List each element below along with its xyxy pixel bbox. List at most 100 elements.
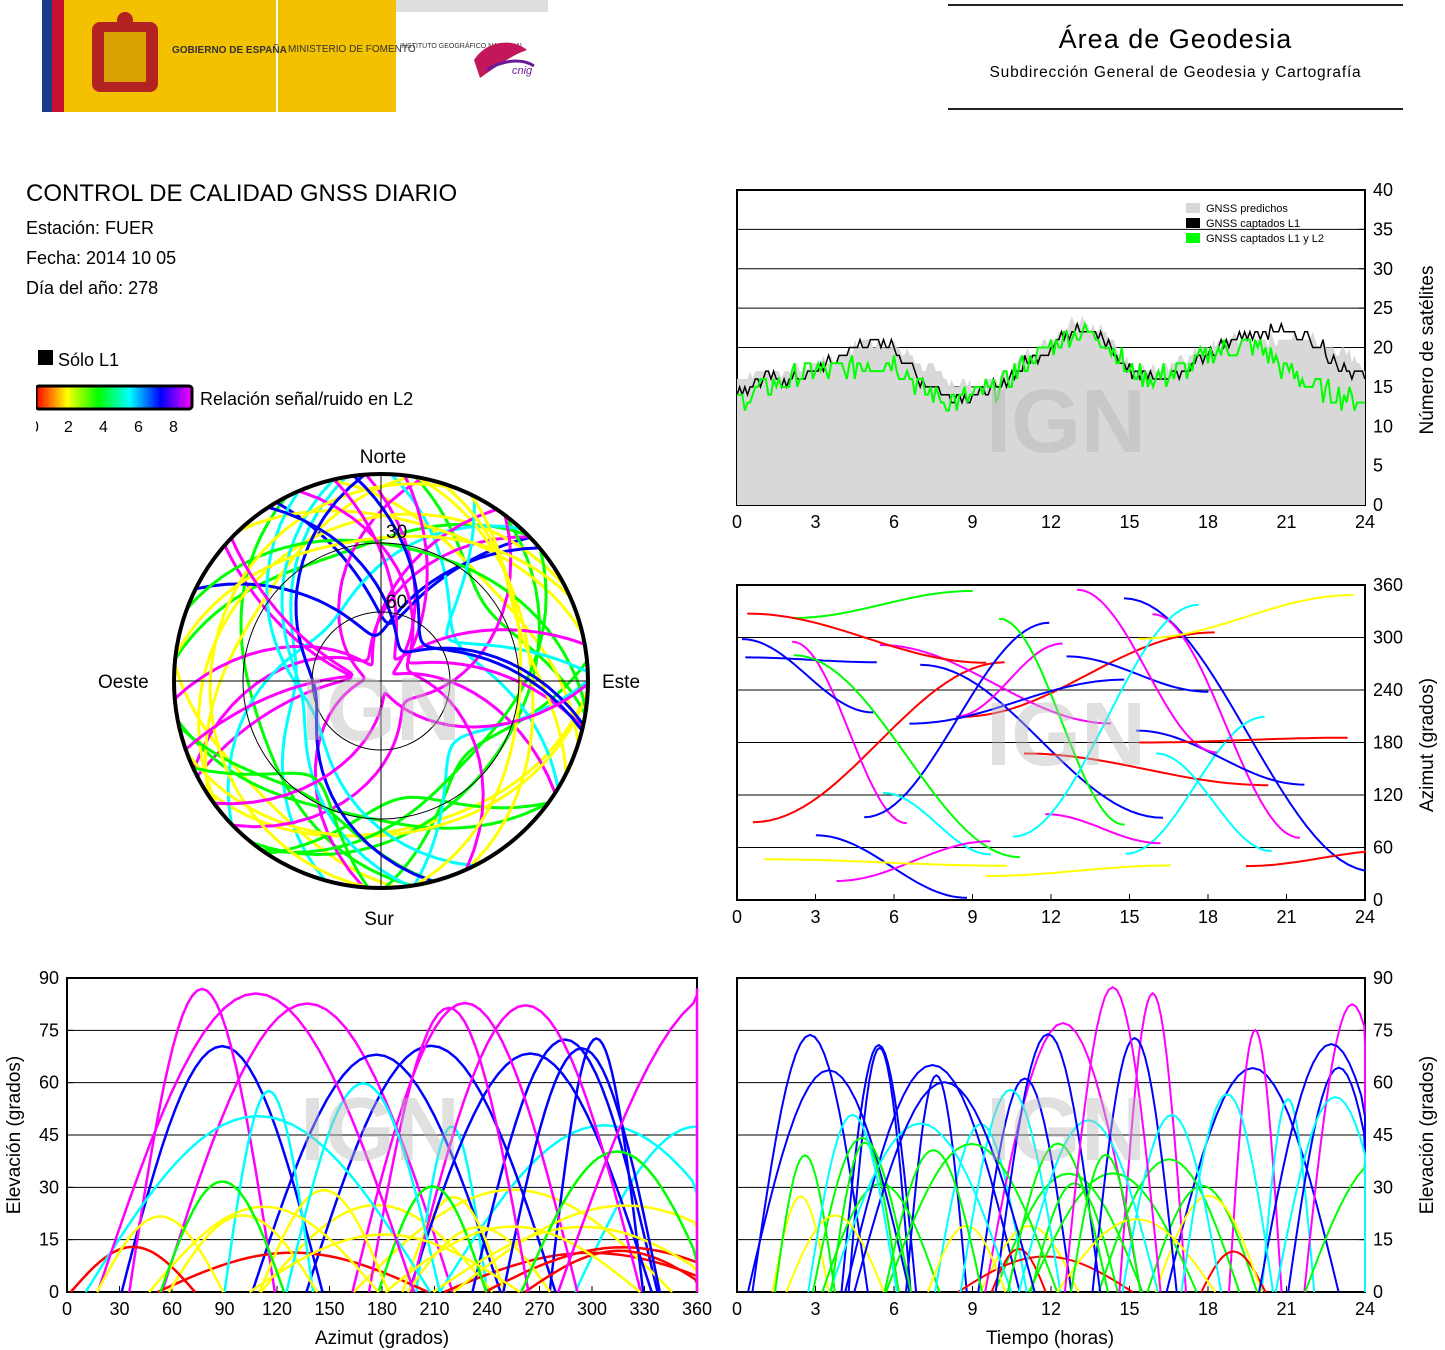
ea-grid: 0 15 30 45 60 75 90 0 30 60 90 120 150 180 210 240 270 30… xyxy=(39,968,712,1319)
az-track xyxy=(1156,752,1272,852)
satellite-count-chart: 0 5 10 15 20 25 30 35 40 0 3 6 9 12 15 18 21 24 IGN GNSS … xyxy=(732,180,1438,530)
x-tick-label: 150 xyxy=(314,1299,344,1319)
sky-west: Oeste xyxy=(98,672,149,693)
header-area: Área de Geodesia Subdirección General de… xyxy=(948,4,1403,112)
x-tick-label: 60 xyxy=(162,1299,182,1319)
sky-track xyxy=(226,524,522,825)
ea-track xyxy=(251,1053,502,1293)
snr-tick-6: 6 xyxy=(134,419,143,436)
day-of-year: Día del año: 278 xyxy=(26,278,159,298)
x-tick-label: 6 xyxy=(889,1299,899,1319)
ea-track xyxy=(352,1188,673,1293)
report-title: CONTROL DE CALIDAD GNSS DIARIO xyxy=(26,180,458,207)
et-track xyxy=(1070,1153,1142,1293)
x-tick-label: 12 xyxy=(1041,1299,1061,1319)
et-track xyxy=(847,1046,912,1293)
sky-track xyxy=(280,478,411,888)
station-name: Estación: FUER xyxy=(26,218,155,238)
skyplot-chart: Norte Sur Oeste Este 30 60 IGN xyxy=(98,447,640,930)
az-track xyxy=(879,644,1112,725)
ea-track xyxy=(520,1150,699,1293)
y-tick-label: 15 xyxy=(1373,377,1393,397)
y-tick-label: 60 xyxy=(1373,838,1393,858)
y-tick-label: 300 xyxy=(1373,628,1403,648)
ea-track xyxy=(285,1082,442,1293)
ea-track xyxy=(95,1215,225,1293)
x-tick-label: 90 xyxy=(214,1299,234,1319)
ea-track xyxy=(305,1044,557,1293)
ea-track xyxy=(548,1037,645,1293)
x-tick-label: 24 xyxy=(1355,907,1375,925)
sky-track xyxy=(195,546,540,637)
ea-track xyxy=(401,1195,506,1293)
y-tick-label: 90 xyxy=(39,968,59,988)
sky-track xyxy=(208,482,458,890)
sky-ring-label-60: 60 xyxy=(386,592,407,613)
report-date: Fecha: 2014 10 05 xyxy=(26,248,177,268)
ea-track xyxy=(128,987,277,1293)
x-tick-label: 12 xyxy=(1041,512,1061,530)
x-tick-label: 3 xyxy=(810,512,820,530)
ea-track xyxy=(414,1125,489,1293)
az-track xyxy=(883,791,991,856)
x-tick-label: 360 xyxy=(682,1299,712,1319)
et-track xyxy=(1165,1066,1340,1293)
ea-track xyxy=(502,1047,662,1293)
legend-l1: GNSS captados L1 xyxy=(1206,218,1300,230)
et-track xyxy=(1063,986,1162,1293)
et-track xyxy=(828,1122,1013,1293)
az-track xyxy=(1066,655,1209,693)
watermark-sky: IGN xyxy=(301,660,461,760)
az-track xyxy=(791,590,973,620)
az-track xyxy=(1045,813,1161,845)
sky-ring-label-30: 30 xyxy=(386,522,407,543)
sky-track xyxy=(260,548,548,854)
ministerio-text: MINISTERIO DE FOMENTO xyxy=(288,44,416,55)
et-track xyxy=(840,1043,918,1293)
et-track xyxy=(1006,1142,1109,1293)
sky-east: Este xyxy=(602,672,640,693)
ea-track xyxy=(84,1114,432,1293)
x-tick-label: 21 xyxy=(1276,907,1296,925)
x-tick-label: 15 xyxy=(1119,1299,1139,1319)
az-track xyxy=(741,638,874,714)
ea-track xyxy=(407,1052,653,1293)
x-tick-label: 210 xyxy=(419,1299,449,1319)
y-tick-label: 5 xyxy=(1373,456,1383,476)
y-tick-label: 180 xyxy=(1373,733,1403,753)
et-track xyxy=(1146,1184,1258,1293)
et-track xyxy=(885,1142,1059,1293)
az-track xyxy=(793,654,1020,859)
snr-legend: Sólo L1 Relación señal/ruido en L2 0 2 4… xyxy=(36,350,413,436)
az-track xyxy=(960,631,1215,718)
instituto-text: INSTITUTO GEOGRÁFICO NACIONAL xyxy=(400,41,524,50)
x-tick-label: 21 xyxy=(1276,1299,1296,1319)
y-tick-label: 35 xyxy=(1373,219,1393,239)
az-track xyxy=(764,858,1008,867)
az-track xyxy=(1125,715,1265,855)
ea-track xyxy=(160,1002,454,1293)
ea-track xyxy=(524,1249,699,1294)
sky-north: Norte xyxy=(360,447,406,468)
et-track xyxy=(1303,1003,1366,1293)
et-track xyxy=(994,1032,1102,1293)
x-tick-label: 3 xyxy=(810,907,820,925)
et-xlabel: Tiempo (horas) xyxy=(986,1328,1114,1349)
sky-tracks xyxy=(173,473,590,890)
x-tick-label: 270 xyxy=(524,1299,554,1319)
ea-track xyxy=(409,1004,643,1293)
cnig-text: cnig xyxy=(512,65,533,77)
y-tick-label: 75 xyxy=(39,1020,59,1040)
sat-ylabel: Número de satélites xyxy=(1417,266,1438,435)
az-track xyxy=(815,834,968,899)
ea-tracks xyxy=(69,987,699,1294)
y-tick-label: 30 xyxy=(1373,1177,1393,1197)
ea-track xyxy=(259,1203,494,1293)
watermark-sat: IGN xyxy=(986,372,1146,472)
y-tick-label: 240 xyxy=(1373,680,1403,700)
az-grid: 0 60 120 180 240 300 360 0 3 6 9 12 15 18 21 24 xyxy=(732,575,1403,925)
y-tick-label: 30 xyxy=(1373,259,1393,279)
snr-colorbar xyxy=(36,384,194,411)
az-ylabel: Azimut (grados) xyxy=(1417,678,1438,812)
az-track xyxy=(836,840,991,882)
